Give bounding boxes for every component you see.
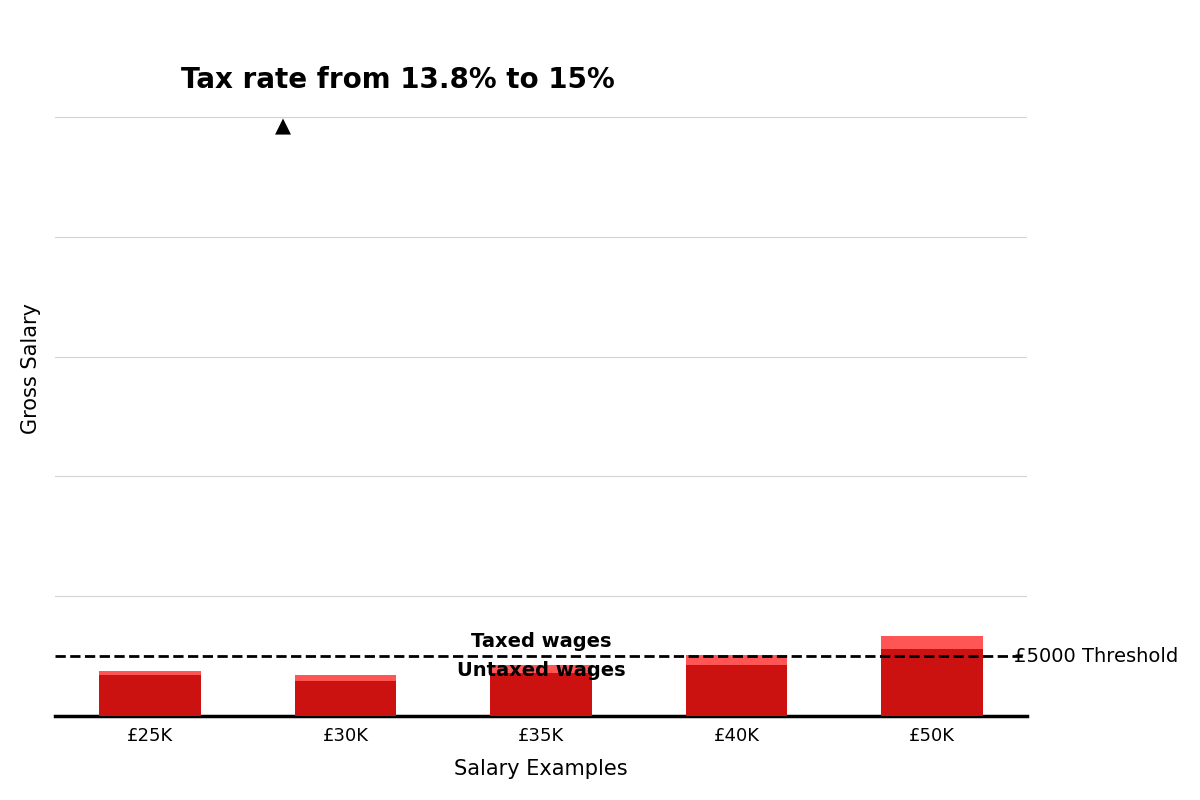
- Bar: [294, 682, 396, 716]
- Text: Untaxed wages: Untaxed wages: [457, 661, 625, 680]
- Text: ▲: ▲: [275, 117, 292, 137]
- Text: £5000 Threshold: £5000 Threshold: [1014, 646, 1178, 666]
- Text: Tax rate from 13.8% to 15%: Tax rate from 13.8% to 15%: [181, 66, 614, 94]
- Y-axis label: Gross Salary: Gross Salary: [20, 303, 41, 434]
- X-axis label: Salary Examples: Salary Examples: [454, 759, 628, 779]
- Bar: [294, 675, 396, 682]
- Bar: [685, 655, 787, 666]
- Bar: [490, 674, 592, 716]
- Bar: [881, 650, 983, 716]
- Bar: [98, 670, 200, 675]
- Bar: [881, 636, 983, 650]
- Text: Taxed wages: Taxed wages: [470, 633, 611, 651]
- Bar: [98, 675, 200, 716]
- Bar: [685, 666, 787, 716]
- Bar: [490, 666, 592, 674]
